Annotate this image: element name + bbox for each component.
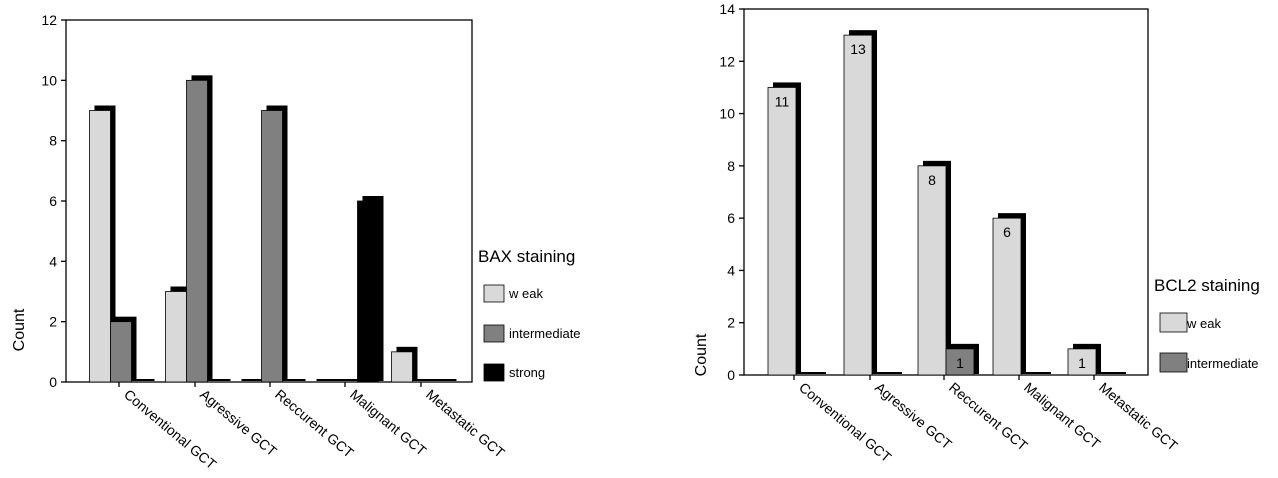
x-tick-label: Reccurent GCT	[946, 379, 1031, 454]
y-tick-label: 8	[727, 158, 735, 174]
x-tick-label: Metastatic GCT	[1096, 379, 1181, 454]
x-tick-label: Agressive GCT	[197, 386, 280, 460]
y-axis-label: Count	[11, 308, 28, 351]
data-label: 11	[775, 93, 790, 109]
x-tick-label: Metastatic GCT	[423, 386, 508, 461]
y-tick-label: 12	[719, 53, 735, 69]
data-label: 13	[850, 41, 866, 57]
legend-swatch-strong	[483, 363, 505, 382]
y-tick-label: 8	[49, 133, 57, 149]
legend-swatch-weak	[483, 284, 505, 303]
y-tick-label: 4	[49, 253, 57, 269]
y-tick-label: 4	[727, 262, 735, 278]
legend-title: BCL2 staining	[1154, 276, 1260, 295]
y-tick-label: 12	[41, 12, 57, 28]
legend-swatch-intermediate	[1159, 352, 1188, 373]
bar-weak-0	[89, 110, 111, 383]
y-tick-label: 6	[727, 210, 735, 226]
bar-weak-0	[767, 87, 797, 376]
bar-intermediate-2	[945, 348, 975, 376]
data-label: 6	[1003, 224, 1011, 240]
y-tick-label: 14	[719, 1, 735, 17]
data-label: 8	[928, 172, 936, 188]
x-tick-label: Malignant GCT	[1021, 379, 1104, 452]
y-tick-label: 2	[49, 314, 57, 330]
bar-intermediate-2	[261, 110, 283, 383]
bar-weak-4	[391, 351, 413, 383]
legend-label-strong: strong	[509, 365, 545, 380]
legend-swatch-intermediate	[483, 324, 505, 343]
bar-weak-3	[992, 217, 1022, 376]
y-tick-label: 0	[727, 367, 735, 383]
legend-label-intermediate: intermediate	[509, 326, 581, 341]
y-tick-label: 10	[719, 106, 735, 122]
y-tick-label: 10	[41, 72, 57, 88]
y-axis-label: Count	[693, 333, 710, 376]
y-tick-label: 2	[727, 315, 735, 331]
bar-weak-4	[1067, 348, 1097, 376]
legend-label-weak: w eak	[508, 286, 543, 301]
legend-label-weak: w eak	[1186, 316, 1221, 331]
bar-intermediate-1	[186, 79, 208, 383]
legend-title: BAX staining	[478, 247, 575, 266]
data-label: 1	[1078, 355, 1086, 371]
bar-strong-3	[357, 200, 379, 383]
data-label: 1	[956, 355, 964, 371]
bar-intermediate-0	[110, 321, 132, 383]
bar-weak-2	[917, 165, 947, 376]
y-tick-label: 6	[49, 193, 57, 209]
x-tick-label: Reccurent GCT	[272, 386, 357, 461]
legend-label-intermediate: intermediate	[1187, 356, 1259, 371]
bar-weak-1	[165, 291, 187, 383]
bar-weak-1	[843, 34, 873, 376]
x-tick-label: Malignant GCT	[347, 386, 430, 459]
x-tick-label: Agressive GCT	[872, 379, 955, 453]
legend-swatch-weak	[1159, 312, 1188, 333]
y-tick-label: 0	[49, 374, 57, 390]
